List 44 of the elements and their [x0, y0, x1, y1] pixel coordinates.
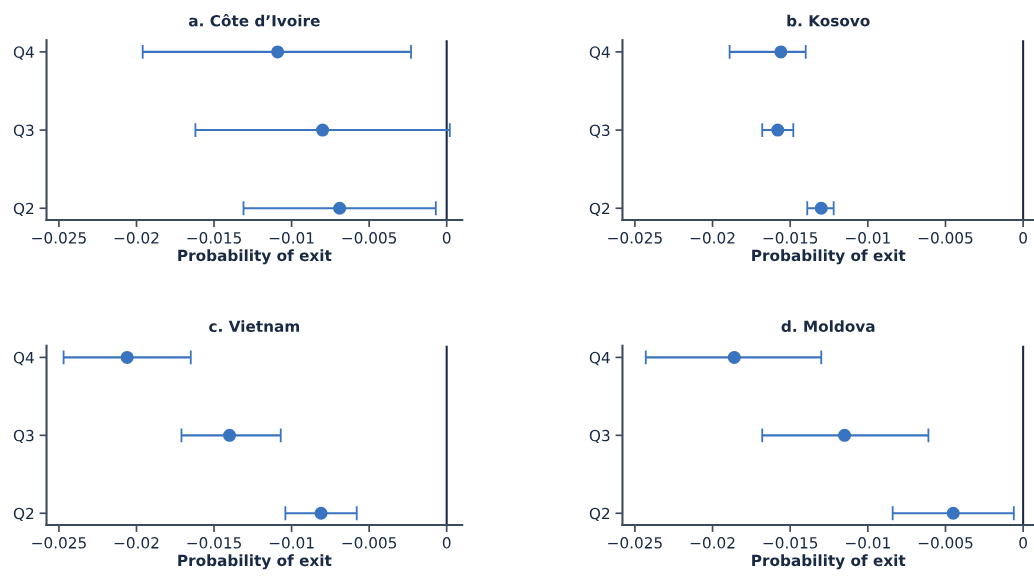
y-tick-label: Q4	[13, 46, 34, 60]
y-tick-label: Q3	[589, 124, 610, 138]
x-tick-label: −0.01	[269, 232, 314, 244]
x-tick-label: −0.01	[846, 232, 890, 244]
x-tick-label: 0	[1019, 537, 1027, 549]
y-tick-label: Q3	[589, 429, 610, 444]
y-tick-label: Q2	[589, 507, 610, 522]
x-tick-label: −0.025	[32, 537, 86, 549]
x-tick-label: −0.02	[690, 232, 735, 244]
x-tick-label: −0.015	[187, 232, 241, 244]
chart-title: d. Moldova	[781, 320, 875, 333]
x-axis-title: Probability of exit	[752, 249, 906, 265]
x-tick-label: 0	[442, 537, 451, 549]
x-tick-label: −0.02	[114, 537, 159, 549]
chart-title: b. Kosovo	[787, 14, 870, 27]
x-tick-label: −0.025	[32, 232, 86, 244]
x-tick-label: −0.025	[608, 232, 662, 244]
y-tick-label: Q4	[13, 351, 34, 366]
x-tick-label: −0.005	[918, 232, 973, 244]
x-tick-label: 0	[442, 232, 451, 244]
chart-title: c. Vietnam	[209, 320, 300, 333]
y-tick-label: Q2	[589, 202, 610, 217]
y-tick-label: Q3	[13, 124, 34, 138]
x-tick-label: −0.025	[608, 537, 662, 549]
x-tick-label: 0	[1019, 232, 1027, 244]
y-tick-label: Q2	[13, 507, 34, 522]
x-tick-label: −0.015	[763, 537, 818, 549]
x-tick-label: −0.02	[690, 537, 735, 549]
y-tick-label: Q4	[589, 46, 610, 60]
x-tick-label: −0.005	[918, 537, 973, 549]
x-tick-label: −0.015	[187, 537, 241, 549]
x-tick-label: −0.005	[342, 537, 397, 549]
x-tick-label: −0.005	[342, 232, 397, 244]
x-tick-label: −0.02	[114, 232, 159, 244]
y-tick-label: Q3	[13, 429, 34, 444]
x-tick-label: −0.01	[846, 537, 890, 549]
x-axis-title: Probability of exit	[178, 249, 332, 265]
x-axis-title: Probability of exit	[178, 554, 332, 570]
chart-title: a. Côte d’Ivoire	[188, 14, 320, 27]
x-axis-title: Probability of exit	[752, 554, 906, 570]
y-tick-label: Q2	[13, 202, 34, 217]
x-tick-label: −0.015	[763, 232, 818, 244]
x-tick-label: −0.01	[269, 537, 314, 549]
y-tick-label: Q4	[589, 351, 610, 366]
